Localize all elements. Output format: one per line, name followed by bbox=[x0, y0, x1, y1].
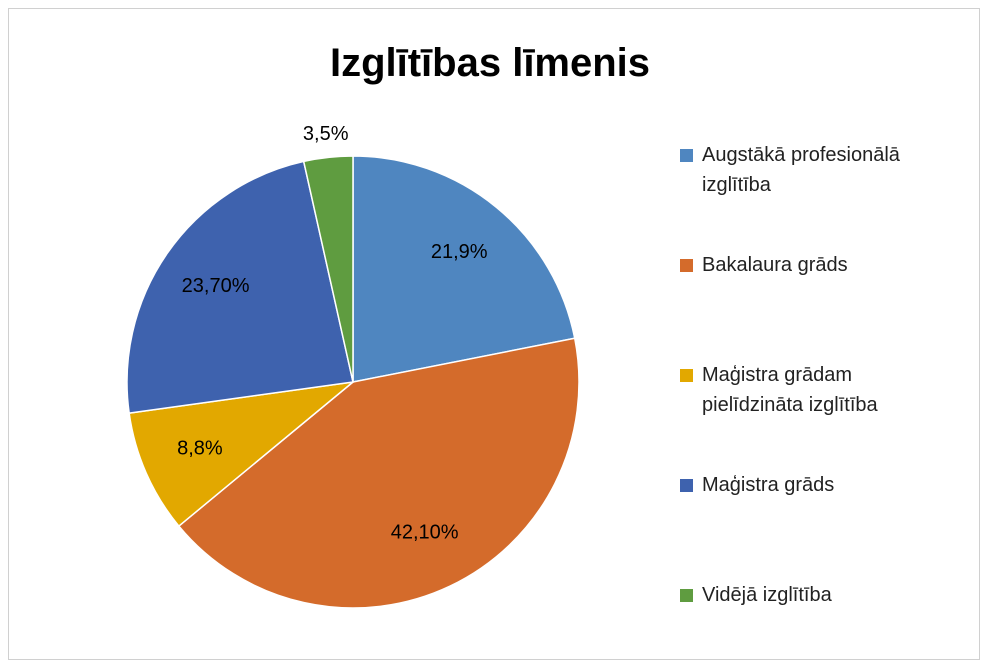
pie-slice bbox=[128, 380, 356, 528]
pie-slice bbox=[302, 155, 354, 383]
legend-item: Bakalaura grāds bbox=[680, 250, 989, 280]
pie-slice bbox=[177, 337, 580, 609]
legend-swatch bbox=[680, 589, 693, 602]
legend-swatch bbox=[680, 149, 693, 162]
legend-item: Maģistra grādam pielīdzināta izglītība bbox=[680, 360, 989, 420]
data-label: 3,5% bbox=[303, 123, 349, 145]
pie-slice bbox=[126, 160, 354, 414]
legend-swatch bbox=[680, 479, 693, 492]
legend-label: Augstākā profesionālā izglītība bbox=[702, 144, 900, 196]
legend-swatch bbox=[680, 369, 693, 382]
legend-label: Maģistra grādam pielīdzināta izglītība bbox=[702, 364, 878, 416]
legend-item: Augstākā profesionālā izglītība bbox=[680, 140, 989, 200]
data-label: 42,10% bbox=[391, 521, 459, 543]
legend-label: Bakalaura grāds bbox=[702, 254, 848, 276]
legend-label: Vidējā izglītība bbox=[702, 584, 832, 606]
legend-swatch bbox=[680, 259, 693, 272]
legend-item: Maģistra grāds bbox=[680, 470, 989, 500]
data-label: 21,9% bbox=[431, 241, 488, 263]
data-label: 23,70% bbox=[182, 275, 250, 297]
chart-title: Izglītības līmenis bbox=[330, 41, 650, 85]
pie-slice bbox=[352, 155, 576, 383]
data-label: 8,8% bbox=[177, 438, 223, 460]
chart-frame bbox=[8, 8, 980, 660]
legend-item: Vidējā izglītība bbox=[680, 580, 989, 610]
legend-label: Maģistra grāds bbox=[702, 474, 835, 496]
